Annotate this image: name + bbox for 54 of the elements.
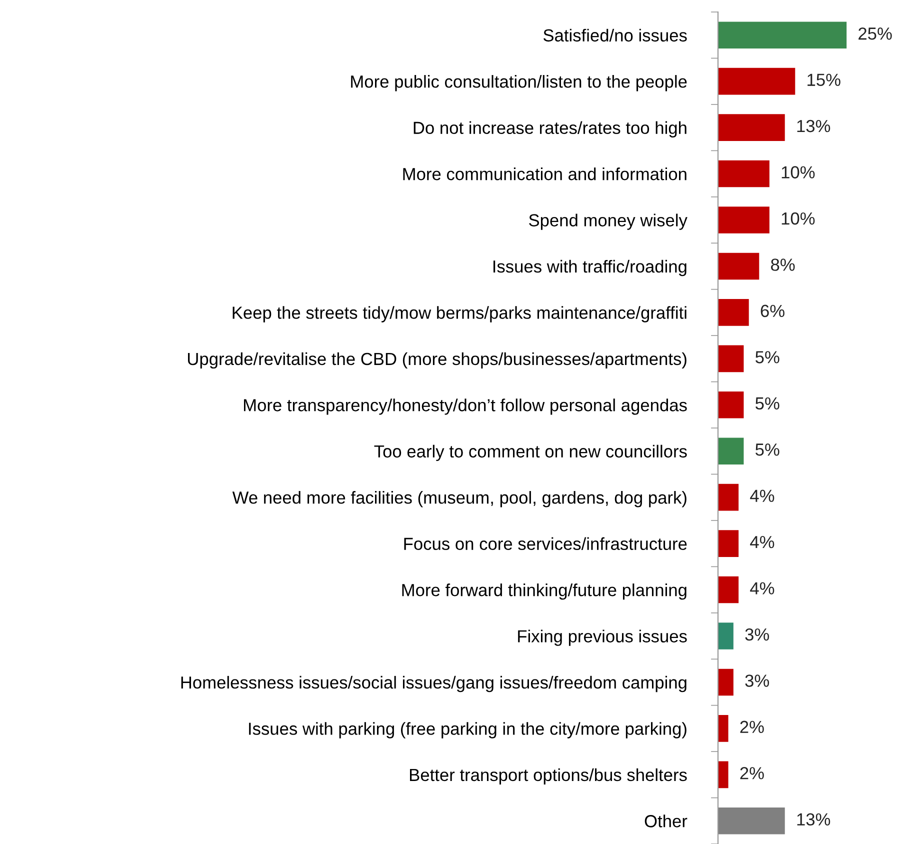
data-label: 5% [756,351,780,364]
y-tick-label: Better transport options/bus shelters [410,768,687,785]
data-label: 8% [771,258,795,271]
data-label: 3% [745,674,770,687]
bar [718,206,770,234]
y-tick-label: Issues with parking (free parking in the city/more parking) [249,722,686,738]
y-tick-label: Too early to comment on new councillors [374,444,687,462]
y-tick-label: Issues with traffic/roading [493,260,686,276]
data-label: 10% [782,212,815,225]
data-label: 4% [750,536,774,548]
y-tick-label: Satisfied/no issues [543,28,687,42]
bar [718,252,760,280]
bar [718,114,785,141]
bar [718,68,796,95]
y-tick-label: Do not increase rates/rates too high [414,121,686,138]
data-label: 5% [756,444,780,456]
bar [718,160,770,188]
bar [718,668,734,696]
bar [718,530,739,557]
data-label: 13% [797,813,830,826]
data-label: 13% [797,120,830,132]
y-tick-label: Fixing previous issues [518,630,687,646]
data-label: 2% [740,720,764,734]
bar [718,807,785,834]
y-tick-label: We need more facilities (museum, pool, gardens, dog park) [232,491,686,508]
y-tick-label: Other [644,814,688,828]
y-tick-label: Upgrade/revitalise the CBD (more shops/businesses/apartments) [188,352,686,369]
bar [718,484,739,511]
data-label: 10% [782,166,815,178]
bar [718,576,739,604]
data-label: 3% [745,628,770,641]
data-label: 2% [740,767,764,780]
bar [718,22,847,49]
data-label: 5% [756,397,780,410]
data-label: 6% [760,304,784,318]
y-tick-label: More communication and information [403,167,686,180]
bar [718,299,749,326]
bar [718,345,744,372]
y-tick-label: Homelessness issues/social issues/gang issues/freedom camping [181,676,686,692]
y-tick-label: Keep the streets tidy/mow berms/parks maintenance/graffiti [232,306,686,322]
bar [718,622,734,650]
y-tick-label: Focus on core services/infrastructure [404,537,687,550]
data-label: 4% [750,490,774,502]
y-tick-label: More forward thinking/future planning [402,583,686,600]
bar [718,391,744,418]
bar [718,715,728,742]
data-label: 15% [808,74,840,86]
bar [718,761,728,788]
y-tick-label: More transparency/honesty/don’t follow personal agendas [244,398,687,415]
y-tick-label: Spend money wisely [529,214,688,230]
y-tick-label: More public consultation/listen to the people [351,75,687,92]
data-label: 4% [750,582,774,594]
data-label: 25% [858,27,892,40]
bar [718,438,744,465]
